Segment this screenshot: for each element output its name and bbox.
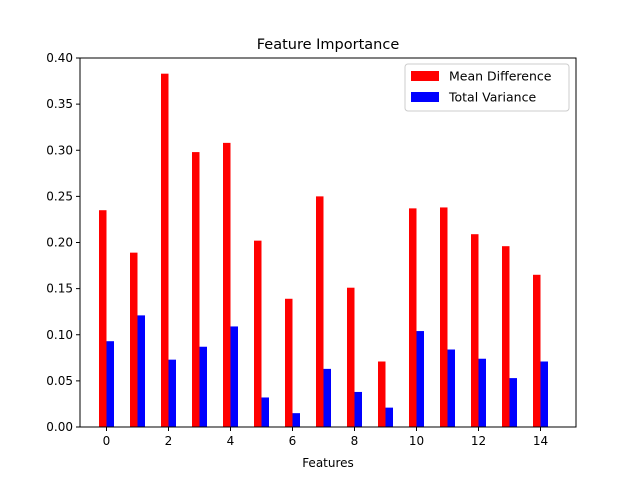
total-variance-bar-0 — [106, 341, 114, 427]
total-variance-bar-8 — [354, 391, 362, 427]
y-tick-label: 0.25 — [46, 189, 73, 203]
x-axis-label: Features — [302, 456, 354, 470]
mean-difference-bar-11 — [440, 207, 448, 427]
total-variance-bar-12 — [478, 358, 486, 427]
legend-label-total-variance: Total Variance — [448, 90, 536, 105]
total-variance-bar-3 — [199, 346, 207, 427]
x-tick-label: 10 — [409, 434, 424, 448]
bars-layer — [99, 73, 548, 428]
axes-layer: 0.00 0.05 0.10 0.15 0.20 0.25 0.30 0.35 0.40 0 2 4 6… — [46, 51, 577, 448]
total-variance-bar-13 — [509, 378, 517, 427]
y-tick-label: 0.30 — [46, 143, 73, 157]
total-variance-bar-11 — [447, 349, 455, 427]
mean-difference-bar-0 — [99, 210, 107, 427]
y-tick-label: 0.35 — [46, 97, 73, 111]
mean-difference-bar-3 — [192, 152, 200, 427]
y-tick-label: 0.00 — [46, 420, 73, 434]
total-variance-bar-2 — [168, 359, 176, 427]
total-variance-bar-9 — [385, 407, 393, 427]
y-tick-label: 0.05 — [46, 374, 73, 388]
mean-difference-bar-10 — [409, 208, 417, 427]
mean-difference-bar-8 — [347, 287, 355, 427]
legend-label-mean-difference: Mean Difference — [449, 69, 552, 84]
x-tick-label: 12 — [471, 434, 486, 448]
mean-difference-bar-13 — [502, 246, 510, 427]
mean-difference-bar-6 — [285, 298, 293, 427]
mean-difference-bar-14 — [533, 274, 541, 427]
total-variance-bar-6 — [292, 413, 300, 427]
total-variance-bar-14 — [540, 361, 548, 427]
x-tick-label: 0 — [103, 434, 111, 448]
y-tick-label: 0.40 — [46, 51, 73, 65]
total-variance-bar-1 — [137, 315, 145, 427]
legend-swatch-mean-difference — [411, 71, 439, 81]
legend: Mean Difference Total Variance — [404, 63, 570, 112]
total-variance-bar-7 — [323, 368, 331, 427]
mean-difference-bar-9 — [378, 361, 386, 427]
total-variance-bar-10 — [416, 331, 424, 427]
mean-difference-bar-1 — [130, 252, 138, 427]
mean-difference-bar-4 — [223, 142, 231, 427]
mean-difference-bar-7 — [316, 196, 324, 427]
legend-box — [404, 63, 570, 112]
x-tick-label: 4 — [227, 434, 235, 448]
total-variance-bar-4 — [230, 326, 238, 427]
x-tick-label: 6 — [289, 434, 297, 448]
y-tick-label: 0.10 — [46, 328, 73, 342]
legend-swatch-total-variance — [411, 92, 439, 102]
mean-difference-bar-2 — [161, 73, 169, 428]
y-tick-label: 0.15 — [46, 282, 73, 296]
x-tick-label: 2 — [165, 434, 173, 448]
mean-difference-bar-12 — [471, 234, 479, 427]
chart-title: Feature Importance — [257, 37, 400, 53]
x-tick-label: 8 — [351, 434, 359, 448]
y-tick-label: 0.20 — [46, 236, 73, 250]
mean-difference-bar-5 — [254, 240, 262, 427]
x-tick-label: 14 — [533, 434, 548, 448]
total-variance-bar-5 — [261, 397, 269, 427]
